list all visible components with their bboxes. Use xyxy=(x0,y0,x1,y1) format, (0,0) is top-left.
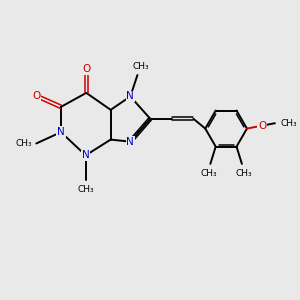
Text: CH₃: CH₃ xyxy=(235,169,252,178)
Text: CH₃: CH₃ xyxy=(77,185,94,194)
Text: N: N xyxy=(82,150,90,161)
Text: O: O xyxy=(82,64,90,74)
Text: O: O xyxy=(258,121,266,130)
Text: N: N xyxy=(126,92,134,101)
Text: CH₃: CH₃ xyxy=(15,139,32,148)
Text: N: N xyxy=(57,127,65,137)
Text: N: N xyxy=(126,137,134,147)
Text: CH₃: CH₃ xyxy=(280,119,297,128)
Text: O: O xyxy=(32,91,41,101)
Text: CH₃: CH₃ xyxy=(132,62,149,71)
Text: CH₃: CH₃ xyxy=(200,169,217,178)
